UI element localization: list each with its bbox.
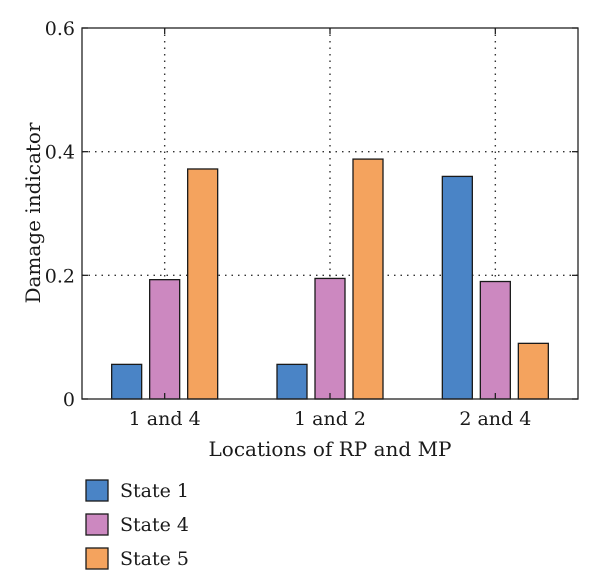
legend: State 1 State 4 State 5 [85, 479, 189, 570]
legend-swatch-state-4 [85, 513, 109, 536]
x-tick-label: 1 and 2 [294, 408, 366, 430]
bar-state-5-1 [187, 168, 219, 400]
legend-label-state-4: State 4 [120, 514, 189, 536]
axis-ticks: 0 0.2 0.4 0.6 1 and 4 1 and 2 2 and 4 [45, 18, 578, 430]
legend-label-state-1: State 1 [120, 480, 189, 502]
bar-state-4-3 [479, 280, 511, 400]
y-axis-label: Damage indicator [21, 122, 45, 304]
x-tick-label: 1 and 4 [129, 408, 201, 430]
legend-label-state-5: State 5 [120, 548, 189, 570]
y-tick-label: 0.6 [45, 18, 75, 40]
y-tick-label: 0.4 [45, 142, 75, 164]
x-axis-label: Locations of RP and MP [209, 437, 452, 461]
bar-state-1-2 [276, 363, 308, 400]
bar-state-1-3 [441, 175, 473, 400]
bar-state-1-1 [111, 363, 143, 400]
y-tick-label: 0.2 [45, 265, 75, 287]
bar-state-5-2 [352, 158, 384, 400]
bars [111, 158, 549, 400]
bar-state-5-3 [517, 342, 549, 400]
bar-state-4-2 [314, 277, 346, 400]
bar-state-4-1 [149, 279, 181, 400]
legend-swatch-state-5 [85, 547, 109, 570]
legend-swatch-state-1 [85, 479, 109, 502]
y-tick-label: 0 [63, 389, 75, 411]
x-tick-label: 2 and 4 [459, 408, 531, 430]
grid-lines [82, 28, 578, 399]
